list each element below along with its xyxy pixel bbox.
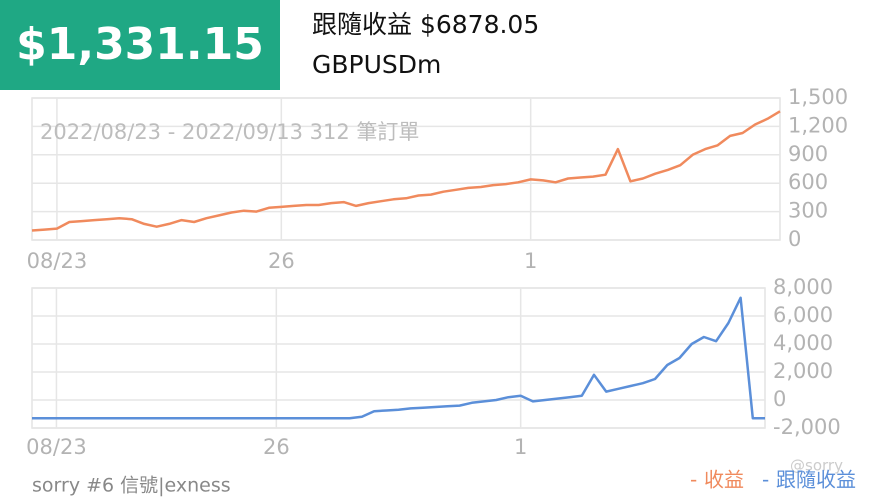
follow-profit: 跟隨收益 $6878.05 (312, 10, 539, 39)
y-tick-label: 1,200 (788, 113, 848, 137)
y-tick-label: 600 (788, 170, 828, 194)
x-tick-label: 08/23 (27, 249, 88, 273)
x-tick-label: 26 (268, 249, 295, 273)
y-tick-label: 8,000 (773, 275, 833, 299)
x-tick-label: 1 (514, 435, 527, 459)
annotation: 2022/08/23 - 2022/09/13 312 筆訂單 (40, 120, 419, 144)
data-line (31, 110, 781, 232)
watermark: @sorry (790, 457, 843, 475)
legend-entry: 收益 (704, 468, 744, 492)
legend-entry: 跟隨收益 (776, 468, 856, 492)
y-tick-label: 1,500 (788, 85, 848, 109)
legend-dash: - (762, 468, 769, 492)
amount: $1,331.15 (16, 19, 264, 70)
y-tick-label: 0 (773, 387, 786, 411)
signal-label: sorry #6 信號|exness (32, 475, 231, 497)
y-tick-label: 6,000 (773, 303, 833, 327)
symbol: GBPUSDm (312, 50, 441, 79)
amount-badge (0, 0, 280, 90)
plot-frame (31, 287, 766, 429)
legend-dash: - (690, 468, 697, 492)
y-tick-label: 4,000 (773, 331, 833, 355)
x-tick-label: 26 (263, 435, 290, 459)
data-line (32, 296, 765, 420)
x-tick-label: 1 (524, 249, 537, 273)
y-tick-label: 900 (788, 142, 828, 166)
y-tick-label: 0 (788, 227, 801, 251)
y-tick-label: -2,000 (773, 415, 841, 439)
y-tick-label: 2,000 (773, 359, 833, 383)
y-tick-label: 300 (788, 199, 828, 223)
x-tick-label: 08/23 (26, 435, 87, 459)
